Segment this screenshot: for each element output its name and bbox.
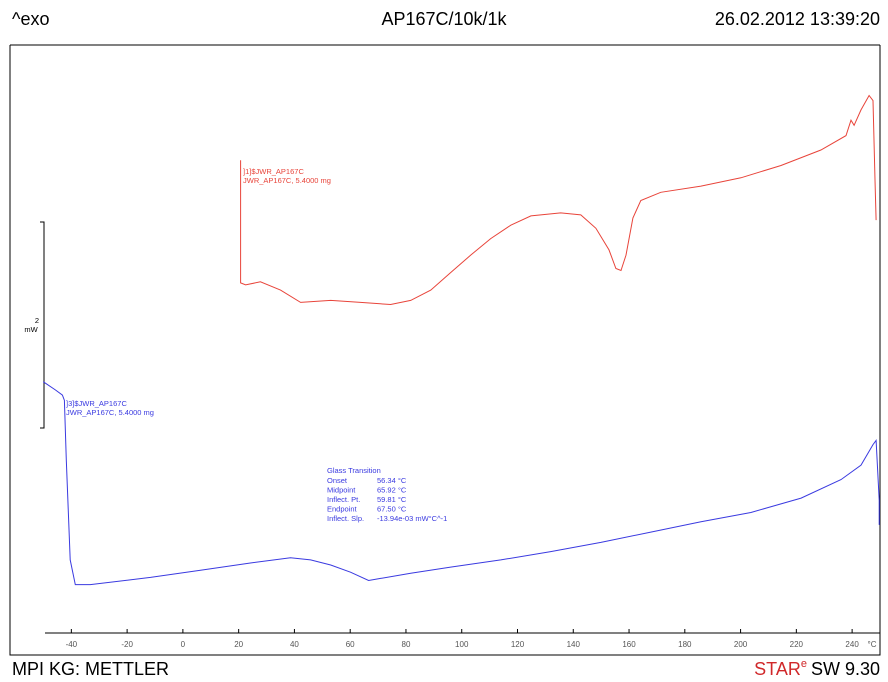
annotation-key: Inflect. Pt. [327,495,360,504]
x-unit: °C [868,640,877,649]
x-tick-label: 60 [346,640,355,649]
x-tick-label: -20 [121,640,133,649]
annotation-key: Inflect. Slp. [327,514,364,523]
x-tick-label: 160 [622,640,636,649]
header-left: ^exo [12,9,49,29]
version: SW 9.30 [811,659,880,679]
x-tick-label: 100 [455,640,469,649]
brand-sup: e [801,658,807,670]
x-tick-label: 80 [402,640,411,649]
annotation-value: 56.34 °C [377,476,407,485]
x-tick-label: 180 [678,640,692,649]
brand: STAR [754,659,801,679]
x-tick-label: 20 [234,640,243,649]
x-tick-label: 140 [567,640,581,649]
x-tick-label: 40 [290,640,299,649]
annotation-key: Midpoint [327,485,356,494]
annotation-key: Endpoint [327,504,358,513]
header-date: 26.02.2012 13:39:20 [715,9,880,29]
annotation-value: 67.50 °C [377,504,407,513]
series-subtitle: JWR_AP167C, 5.4000 mg [66,408,154,417]
series-name: ]3]$JWR_AP167C [66,399,127,408]
scale-bar [40,221,45,429]
series-line [42,381,880,586]
header-title: AP167C/10k/1k [381,9,507,29]
frame [9,44,881,656]
annotation-title: Glass Transition [327,466,381,475]
x-tick-label: 0 [181,640,186,649]
x-tick-label: 240 [845,640,859,649]
series-line [240,94,877,306]
series-subtitle: JWR_AP167C, 5.4000 mg [243,176,331,185]
annotation-key: Onset [327,476,348,485]
x-tick-label: 220 [790,640,804,649]
x-tick-label: -40 [66,640,78,649]
series-name: ]1]$JWR_AP167C [243,167,304,176]
footer-right: STARe SW 9.30 [754,658,880,679]
scale-unit: mW [24,325,38,334]
x-tick-label: 200 [734,640,748,649]
annotation-value: 59.81 °C [377,495,407,504]
annotation-value: 65.92 °C [377,485,407,494]
annotation-value: -13.94e-03 mW°C^-1 [377,514,447,523]
scale-value: 2 [35,316,39,325]
x-tick-label: 120 [511,640,525,649]
footer-left: MPI KG: METTLER [12,659,169,679]
